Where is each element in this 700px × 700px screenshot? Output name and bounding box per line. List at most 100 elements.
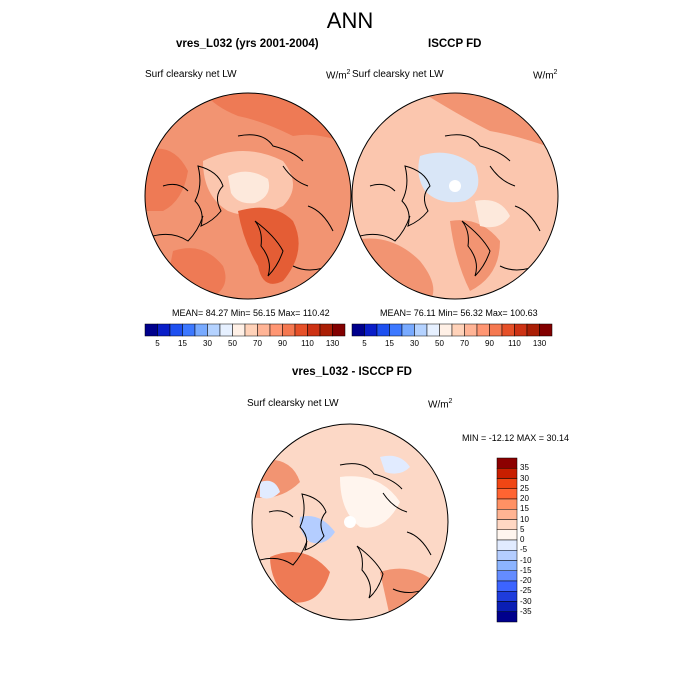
diff-panel-stats: MIN = -12.12 MAX = 30.14: [462, 433, 570, 443]
colorbar-tick-label: 5: [155, 339, 160, 348]
diff-colorbar-segment: [496, 457, 518, 469]
colorbar-tick-label: 30: [203, 339, 212, 348]
colorbar-tick-label: 15: [385, 339, 394, 348]
diff-field-blue-3: [260, 480, 280, 499]
colorbar-tick-label: 90: [485, 339, 494, 348]
colorbar-segment: [144, 323, 158, 337]
panel-1-map-border: [144, 92, 352, 300]
colorbar-segment: [476, 323, 490, 337]
diff-colorbar: [496, 457, 518, 623]
colorbar-segment: [182, 323, 196, 337]
diff-colorbar-segment: [496, 539, 518, 551]
diff-colorbar-segment: [496, 478, 518, 489]
diff-colorbar-tick-label: -25: [520, 586, 532, 596]
panel-2-polar-map: [351, 92, 559, 300]
diff-colorbar-segment: [496, 580, 518, 592]
panel-1-field-warm-west: [145, 148, 188, 211]
panel-2-colorbar: [351, 323, 553, 337]
colorbar-tick-label: 130: [325, 339, 340, 348]
diff-colorbar-segment: [496, 591, 518, 602]
colorbar-segment: [489, 323, 503, 337]
diff-pole-hole: [344, 516, 356, 528]
colorbar-segment: [376, 323, 390, 337]
panel-1-stats: MEAN= 84.27 Min= 56.15 Max= 110.42: [172, 308, 330, 318]
panel-2-stats: MEAN= 76.11 Min= 56.32 Max= 100.63: [380, 308, 538, 318]
colorbar-segment: [194, 323, 208, 337]
diff-colorbar-tick-label: -5: [520, 545, 528, 555]
diff-polar-map: [251, 423, 449, 621]
colorbar-segment: [282, 323, 296, 337]
diff-colorbar-segment: [496, 519, 518, 530]
colorbar-segment: [232, 323, 246, 337]
diff-colorbar-segment: [496, 509, 518, 520]
diff-coastlines: [259, 463, 437, 599]
panel-2-pole-hole: [449, 180, 461, 192]
colorbar-segment: [414, 323, 428, 337]
colorbar-tick-label: 70: [460, 339, 469, 348]
colorbar-segment: [257, 323, 271, 337]
colorbar-tick-label: 130: [532, 339, 547, 348]
colorbar-segment: [157, 323, 171, 337]
panel-1-field-cream-center: [228, 171, 270, 204]
panel-2-field-warm-atlantic: [450, 220, 500, 291]
diff-colorbar-segment: [496, 550, 518, 561]
diff-colorbar-tick-label: -30: [520, 596, 532, 606]
colorbar-segment: [389, 323, 403, 337]
diff-colorbar-segment: [496, 468, 518, 479]
diff-panel-units: W/m2: [428, 398, 453, 411]
diff-colorbar-tick-label: 0: [520, 535, 525, 544]
colorbar-segment: [269, 323, 283, 337]
panel-2-variable-label: Surf clearsky net LW: [352, 69, 444, 80]
diff-colorbar-tick-label: 20: [520, 494, 529, 503]
diff-colorbar-segment: [496, 529, 518, 541]
colorbar-segment: [244, 323, 258, 337]
colorbar-segment: [426, 323, 440, 337]
diff-colorbar-tick-label: 30: [520, 473, 529, 483]
diff-field-warm-atlantic: [270, 552, 330, 603]
colorbar-segment: [319, 323, 333, 337]
panel-2-field-cream: [475, 200, 510, 228]
colorbar-segment: [219, 323, 233, 337]
panel-2-coastlines: [359, 134, 546, 277]
colorbar-segment: [401, 323, 415, 337]
diff-colorbar-segment: [496, 611, 518, 623]
panel-1-colorbar: [144, 323, 346, 337]
colorbar-tick-label: 70: [253, 339, 262, 348]
colorbar-segment: [207, 323, 221, 337]
colorbar-tick-label: 110: [508, 339, 521, 348]
colorbar-segment: [439, 323, 453, 337]
diff-field-blue-1: [299, 516, 335, 544]
colorbar-tick-label: 110: [301, 339, 314, 348]
colorbar-segment: [526, 323, 540, 337]
panel-1-units: W/m2: [326, 69, 351, 82]
colorbar-segment: [501, 323, 515, 337]
colorbar-tick-label: 90: [278, 339, 287, 348]
colorbar-segment: [451, 323, 465, 337]
colorbar-tick-label: 5: [362, 339, 367, 348]
panel-2-map-border: [351, 92, 559, 300]
colorbar-segment: [514, 323, 528, 337]
diff-colorbar-tick-label: -35: [520, 606, 532, 616]
diff-colorbar-segment: [496, 560, 518, 571]
colorbar-tick-label: 50: [435, 339, 444, 348]
colorbar-segment: [364, 323, 378, 337]
panel-1-title: vres_L032 (yrs 2001-2004): [176, 38, 319, 50]
diff-colorbar-tick-label: -20: [520, 576, 532, 585]
diff-panel-title: vres_L032 - ISCCP FD: [292, 366, 412, 378]
panel-2-field-pole-blue: [418, 152, 479, 203]
colorbar-segment: [351, 323, 365, 337]
colorbar-segment: [464, 323, 478, 337]
diff-colorbar-segment: [496, 498, 518, 510]
colorbar-tick-label: 15: [178, 339, 187, 348]
panel-1-variable-label: Surf clearsky net LW: [145, 69, 237, 80]
panel-1-polar-map: [144, 92, 352, 300]
diff-colorbar-tick-label: 5: [520, 524, 525, 534]
diff-colorbar-segment: [496, 570, 518, 582]
diff-colorbar-segment: [496, 488, 518, 500]
diff-field-blue-2: [380, 455, 410, 474]
diff-map-border: [251, 423, 449, 621]
colorbar-segment: [332, 323, 346, 337]
panel-2-title: ISCCP FD: [428, 38, 482, 50]
colorbar-segment: [294, 323, 308, 337]
diff-field-cream: [340, 476, 400, 528]
